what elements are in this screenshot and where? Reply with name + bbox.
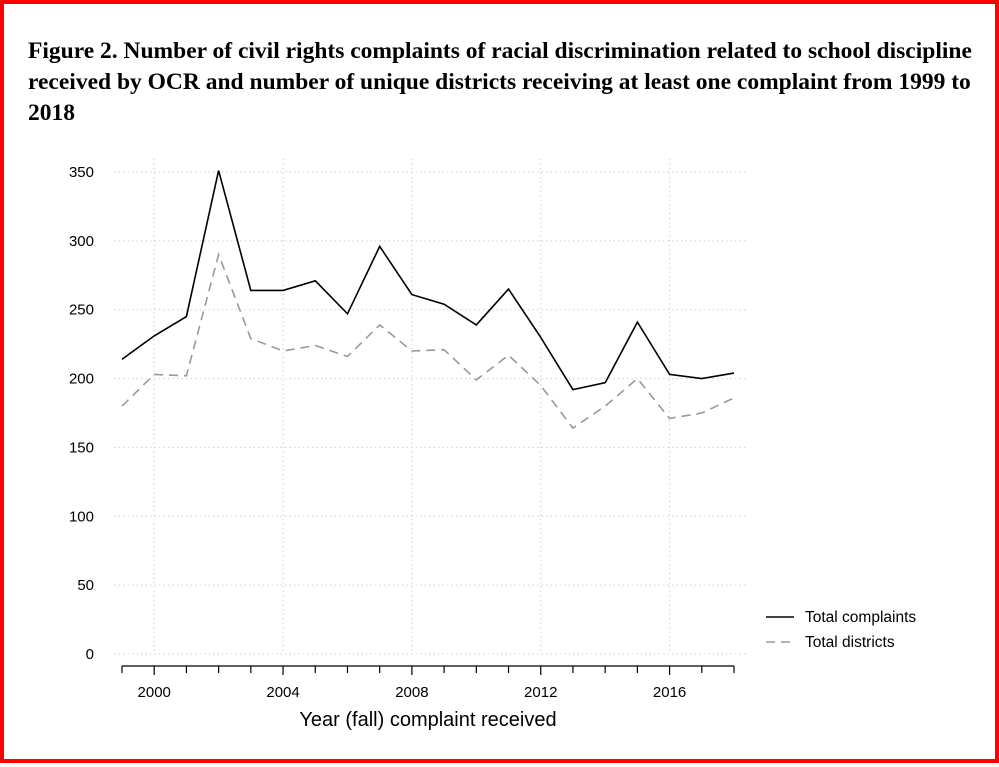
legend-label: Total districts (805, 634, 895, 651)
y-tick-label: 200 (69, 371, 94, 388)
series-line-total-complaints (121, 170, 735, 391)
series-line-total-districts (121, 252, 735, 430)
x-tick-label: 2016 (653, 684, 686, 701)
x-axis-title: Year (fall) complaint received (299, 709, 556, 731)
y-tick-label: 300 (69, 233, 94, 250)
y-tick-label: 350 (69, 164, 94, 181)
x-tick-label: 2000 (138, 684, 171, 701)
y-tick-label: 50 (77, 577, 94, 594)
y-tick-label: 150 (69, 439, 94, 456)
y-tick-label: 0 (86, 646, 94, 663)
line-chart: 0 50 100 150 200 250 300 350 2000 2004 2008 2012 201… (69, 159, 916, 731)
x-tick-label: 2008 (395, 684, 428, 701)
figure-title: Figure 2. Number of civil rights complai… (28, 38, 972, 126)
y-tick-label: 100 (69, 508, 94, 525)
x-tick-label: 2012 (524, 684, 557, 701)
y-tick-label: 250 (69, 302, 94, 319)
x-tick-label: 2004 (266, 684, 299, 701)
legend-label: Total complaints (805, 609, 916, 626)
